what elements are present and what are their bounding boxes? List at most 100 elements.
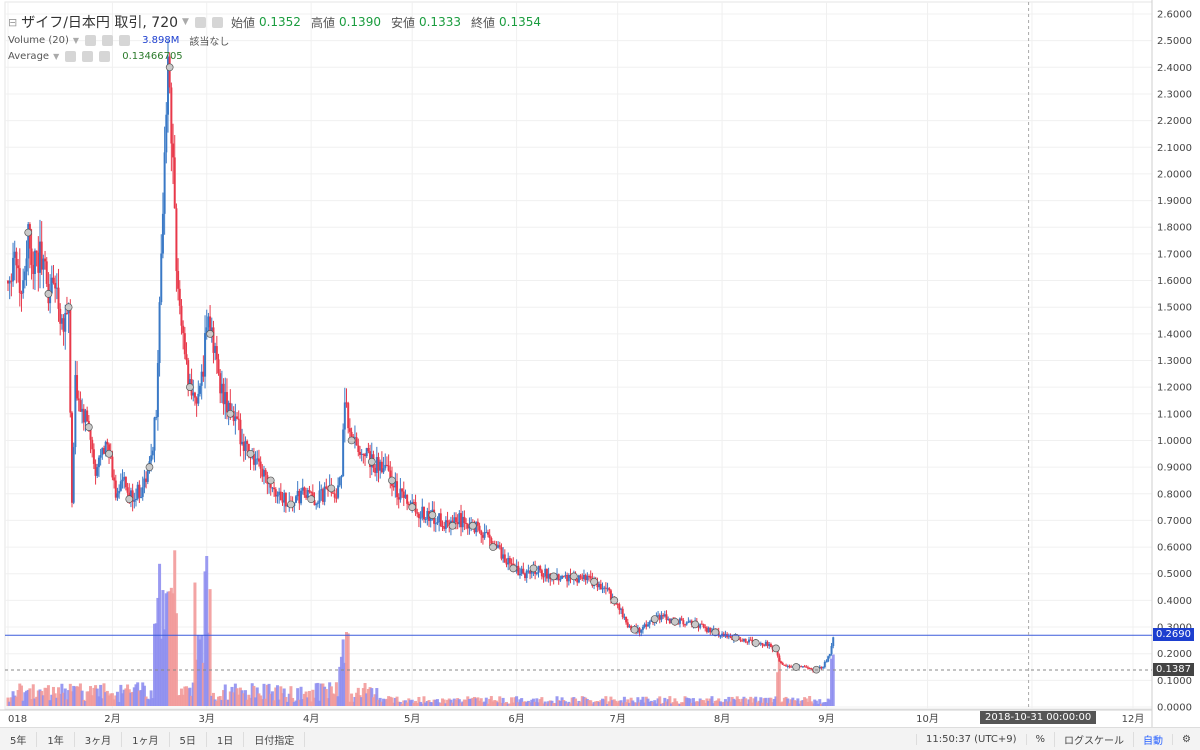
volume-bar <box>190 695 194 706</box>
volume-bar <box>193 582 197 706</box>
candle-body <box>746 641 749 643</box>
eye-icon[interactable] <box>194 16 206 28</box>
volume-bar <box>402 700 406 706</box>
volume-bar <box>627 702 631 706</box>
volume-bar <box>510 697 514 706</box>
volume-bar <box>242 693 246 706</box>
volume-bar <box>11 691 15 706</box>
volume-bar <box>178 695 182 706</box>
close-icon[interactable] <box>99 51 111 62</box>
average-marker <box>570 572 578 581</box>
candle-body <box>306 490 309 498</box>
candle-body <box>177 271 180 289</box>
average-marker <box>388 476 396 485</box>
period-1m[interactable]: 1ヶ月 <box>122 731 170 747</box>
high-label: 高値 <box>310 15 335 30</box>
candle-body <box>97 457 100 468</box>
period-1d[interactable]: 1日 <box>207 731 245 747</box>
candle-body <box>620 608 623 610</box>
volume-value: 3.898M <box>142 35 180 46</box>
settings-icon[interactable] <box>211 16 223 28</box>
candle-body <box>761 643 764 645</box>
settings-gear-icon[interactable]: ⚙ <box>1172 733 1200 745</box>
collapse-icon[interactable]: ⊟ <box>8 15 18 29</box>
volume-bar <box>82 699 86 706</box>
candle-body <box>780 661 783 663</box>
average-marker <box>691 620 699 629</box>
eye-icon[interactable] <box>85 35 97 46</box>
volume-bar <box>73 686 77 706</box>
candle-body <box>74 375 77 448</box>
period-date-range[interactable]: 日付指定 <box>244 731 306 747</box>
volume-bar <box>646 698 650 706</box>
average-marker <box>529 564 538 573</box>
volume-bar <box>218 696 222 706</box>
volume-bar <box>420 703 424 706</box>
auto-scale-toggle[interactable]: 自動 <box>1133 731 1172 747</box>
period-5y[interactable]: 5年 <box>0 731 38 747</box>
volume-bar <box>787 703 791 706</box>
volume-bar <box>164 593 168 706</box>
volume-bar <box>142 685 146 706</box>
average-marker <box>307 495 315 503</box>
candle-body <box>517 565 520 576</box>
volume-bar <box>488 698 492 706</box>
chevron-down-icon[interactable]: ▼ <box>182 17 189 27</box>
bottom-right-controls: 11:50:37 (UTC+9) % ログスケール 自動 ⚙ <box>916 731 1200 747</box>
volume-bar <box>505 701 509 706</box>
volume-bar <box>326 698 330 706</box>
volume-bar <box>323 686 327 706</box>
volume-bar <box>252 685 256 706</box>
candle-body <box>91 439 94 450</box>
candle-body <box>316 502 319 504</box>
volume-bar <box>563 701 567 706</box>
period-3m[interactable]: 3ヶ月 <box>75 731 123 747</box>
log-scale-toggle[interactable]: ログスケール <box>1054 731 1133 747</box>
volume-bar <box>206 632 210 706</box>
volume-bar <box>233 683 237 706</box>
candle-body <box>350 431 353 437</box>
high-value: 0.1390 <box>338 15 381 29</box>
candle-body <box>456 522 459 525</box>
close-icon[interactable] <box>119 35 131 46</box>
volume-bar <box>131 691 135 706</box>
candle-body <box>510 563 513 565</box>
chevron-down-icon[interactable]: ▼ <box>72 36 80 45</box>
candle-body <box>70 412 73 503</box>
volume-bar <box>794 700 798 706</box>
volume-bar <box>680 702 684 706</box>
candle-body <box>412 501 415 503</box>
candle-body <box>658 615 661 620</box>
average-marker <box>165 63 174 72</box>
candle-body <box>599 583 602 590</box>
candle-body <box>660 615 663 620</box>
candle-body <box>360 453 363 455</box>
candle-body <box>507 557 510 565</box>
candle-body <box>744 638 747 642</box>
percent-toggle[interactable]: % <box>1025 733 1055 745</box>
eye-icon[interactable] <box>65 51 77 62</box>
period-5d[interactable]: 5日 <box>170 731 207 747</box>
volume-bar <box>348 701 352 706</box>
y-tick-label: 1.4000 <box>1157 329 1192 340</box>
volume-bar <box>250 683 254 706</box>
settings-icon[interactable] <box>102 35 114 46</box>
period-1y[interactable]: 1年 <box>37 731 75 747</box>
candle-body <box>44 258 47 262</box>
candle-body <box>52 277 55 283</box>
candle-body <box>121 479 124 482</box>
volume-bar <box>262 683 266 706</box>
volume-bar <box>792 700 796 706</box>
volume-bar <box>350 693 354 706</box>
candle-body <box>358 452 361 455</box>
volume-bar <box>380 701 384 706</box>
volume-bar <box>612 699 616 706</box>
volume-bar <box>114 695 118 706</box>
candle-body <box>303 487 306 496</box>
candle-body <box>50 277 53 294</box>
chevron-down-icon[interactable]: ▼ <box>53 52 60 61</box>
volume-bar <box>287 693 291 706</box>
settings-icon[interactable] <box>82 51 94 62</box>
candle-body <box>618 604 621 610</box>
